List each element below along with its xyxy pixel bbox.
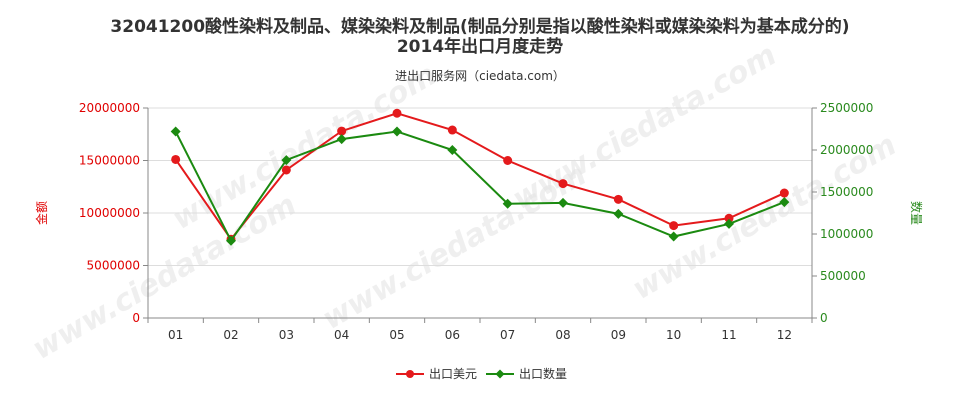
data-point-quantity xyxy=(502,198,513,209)
left-axis-tick-label: 15000000 xyxy=(79,154,140,168)
right-axis-tick-label: 500000 xyxy=(820,269,866,283)
data-point-quantity xyxy=(668,231,679,242)
x-axis-tick-label: 10 xyxy=(666,328,681,342)
left-axis-title: 金额 xyxy=(34,201,49,225)
data-point-quantity xyxy=(336,134,347,145)
data-point-quantity xyxy=(613,208,624,219)
legend-marker-amount xyxy=(406,370,414,378)
source-label: 进出口服务网（ciedata.com） xyxy=(395,68,565,83)
data-point-amount xyxy=(503,156,513,165)
data-point-amount xyxy=(447,125,457,135)
data-point-quantity xyxy=(558,197,568,208)
data-point-quantity xyxy=(779,197,790,208)
data-point-amount xyxy=(724,213,734,223)
right-axis-title: 数量 xyxy=(909,201,924,225)
data-point-quantity xyxy=(226,235,236,246)
watermark-text: www.ciedata.com xyxy=(27,187,303,367)
data-point-amount xyxy=(281,165,291,175)
data-point-amount xyxy=(171,154,181,164)
chart-title-line1: 32041200酸性染料及制品、媒染染料及制品(制品分别是指以酸性染料或媒染染料… xyxy=(110,16,849,37)
watermark-text: www.ciedata.com xyxy=(507,37,783,217)
data-point-amount xyxy=(392,108,402,118)
x-axis-tick-label: 07 xyxy=(500,328,515,342)
data-point-quantity xyxy=(281,155,292,166)
x-axis-tick-label: 06 xyxy=(445,328,460,342)
chart-title-line2: 2014年出口月度走势 xyxy=(397,36,563,57)
x-axis-tick-label: 09 xyxy=(611,328,626,342)
x-axis-tick-label: 12 xyxy=(777,328,792,342)
data-point-amount xyxy=(669,221,679,231)
right-axis-tick-label: 2000000 xyxy=(820,143,873,157)
data-point-quantity xyxy=(724,218,734,229)
legend-label: 出口美元 xyxy=(429,367,477,381)
data-point-amount xyxy=(337,126,347,136)
legend-label: 出口数量 xyxy=(519,366,567,381)
legend-marker-quantity xyxy=(495,369,505,379)
x-axis-tick-label: 04 xyxy=(334,328,349,342)
series-line-quantity xyxy=(174,130,785,243)
x-axis-tick-label: 05 xyxy=(389,328,404,342)
data-point-quantity xyxy=(392,126,402,137)
left-axis-tick-label: 20000000 xyxy=(79,101,140,115)
left-axis-tick-label: 10000000 xyxy=(79,206,140,220)
x-axis-tick-label: 08 xyxy=(555,328,570,342)
data-point-amount xyxy=(558,179,568,189)
x-axis-tick-label: 02 xyxy=(223,328,238,342)
left-axis-tick-label: 0 xyxy=(132,311,140,325)
x-axis-tick-label: 01 xyxy=(168,328,183,342)
grid-layer xyxy=(148,107,812,266)
right-axis-tick-label: 1000000 xyxy=(820,227,873,241)
data-point-amount xyxy=(613,194,623,204)
right-axis-tick-label: 1500000 xyxy=(820,185,873,199)
left-axis-tick-label: 5000000 xyxy=(87,259,140,273)
right-axis-tick-label: 2500000 xyxy=(820,101,873,115)
x-axis-tick-label: 11 xyxy=(721,328,736,342)
data-point-amount xyxy=(779,188,789,198)
watermark-text: www.ciedata.com xyxy=(167,57,443,237)
series-line-amount xyxy=(174,112,785,241)
data-point-quantity xyxy=(170,126,181,137)
axes-layer: 0 5000000 10000000 15000000 20000000 0 500000 1… xyxy=(34,101,924,342)
right-axis-tick-label: 0 xyxy=(820,311,828,325)
legend-layer: 出口美元 出口数量 xyxy=(396,366,567,381)
data-point-quantity xyxy=(447,145,458,155)
series-layer xyxy=(170,108,790,246)
x-axis-tick-label: 03 xyxy=(279,328,294,342)
